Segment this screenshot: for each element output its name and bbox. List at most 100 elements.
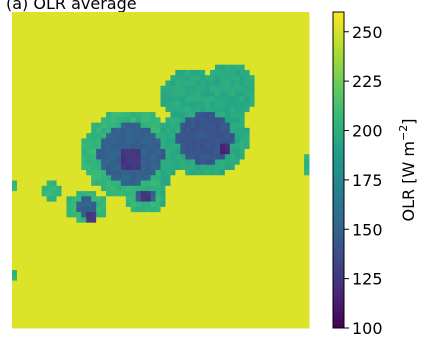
heatmap-cell: [150, 127, 157, 134]
heatmap-cell: [284, 75, 290, 81]
heatmap-cell: [155, 243, 161, 250]
heatmap-cell: [234, 249, 241, 255]
heatmap-cell: [101, 12, 107, 18]
heatmap-cell: [185, 296, 191, 303]
heatmap-cell: [91, 191, 97, 197]
heatmap-cell: [210, 206, 216, 213]
heatmap-cell: [190, 285, 196, 292]
heatmap-cell: [289, 27, 295, 34]
heatmap-cell: [229, 96, 236, 103]
heatmap-cell: [294, 285, 300, 292]
heatmap-cell: [160, 80, 166, 87]
heatmap-cell: [200, 238, 206, 245]
heatmap-cell: [170, 322, 176, 329]
heatmap-cell: [234, 291, 241, 297]
heatmap-cell: [279, 227, 285, 234]
heatmap-cell: [299, 33, 305, 39]
heatmap-cell: [46, 222, 53, 229]
heatmap-cell: [210, 249, 216, 255]
heatmap-cell: [56, 112, 62, 118]
heatmap-cell: [170, 127, 176, 134]
heatmap-cell: [111, 43, 117, 50]
heatmap-cell: [101, 159, 107, 166]
heatmap-cell: [130, 127, 137, 134]
heatmap-cell: [66, 59, 72, 66]
heatmap-cell: [160, 201, 166, 208]
heatmap-cell: [135, 69, 142, 76]
heatmap-cell: [165, 85, 171, 92]
heatmap-cell: [36, 175, 43, 182]
heatmap-cell: [185, 317, 191, 324]
heatmap-cell: [219, 212, 226, 218]
heatmap-cell: [284, 201, 290, 208]
heatmap-cell: [125, 80, 132, 87]
heatmap-cell: [249, 206, 256, 213]
heatmap-cell: [101, 43, 107, 50]
heatmap-cell: [71, 249, 77, 255]
heatmap-cell: [224, 127, 231, 134]
heatmap-cell: [219, 254, 226, 261]
heatmap-cell: [61, 191, 67, 197]
heatmap-cell: [96, 138, 102, 145]
heatmap-cell: [46, 212, 53, 218]
heatmap-cell: [229, 122, 236, 129]
heatmap-cell: [279, 64, 285, 71]
heatmap-cell: [200, 91, 206, 97]
heatmap-cell: [165, 22, 171, 29]
heatmap-cell: [274, 59, 280, 66]
heatmap-cell: [200, 301, 206, 308]
heatmap-cell: [244, 180, 251, 187]
heatmap-cell: [200, 180, 206, 187]
heatmap-cell: [210, 159, 216, 166]
heatmap-cell: [111, 80, 117, 87]
heatmap-cell: [135, 196, 142, 203]
heatmap-cell: [145, 306, 152, 313]
heatmap-cell: [180, 254, 186, 261]
heatmap-cell: [71, 322, 77, 329]
heatmap-cell: [274, 201, 280, 208]
heatmap-cell: [170, 69, 176, 76]
heatmap-cell: [86, 201, 92, 208]
heatmap-cell: [214, 48, 221, 55]
heatmap-cell: [12, 22, 18, 29]
heatmap-cell: [249, 291, 256, 297]
heatmap-cell: [81, 143, 87, 150]
heatmap-cell: [115, 143, 122, 150]
heatmap-cell: [274, 175, 280, 182]
heatmap-cell: [12, 170, 18, 176]
heatmap-cell: [96, 170, 102, 176]
heatmap-cell: [284, 180, 290, 187]
heatmap-cell: [56, 106, 62, 113]
heatmap-cell: [274, 191, 280, 197]
heatmap-cell: [200, 170, 206, 176]
heatmap-cell: [195, 80, 201, 87]
heatmap-cell: [259, 301, 265, 308]
heatmap-cell: [76, 143, 82, 150]
heatmap-cell: [16, 322, 23, 329]
heatmap-cell: [36, 191, 43, 197]
heatmap-cell: [31, 243, 38, 250]
heatmap-cell: [26, 233, 33, 239]
heatmap-cell: [210, 127, 216, 134]
heatmap-cell: [244, 148, 251, 155]
heatmap-cell: [66, 85, 72, 92]
heatmap-cell: [239, 75, 246, 81]
heatmap-cell: [115, 196, 122, 203]
heatmap-cell: [210, 270, 216, 276]
heatmap-cell: [41, 270, 48, 276]
heatmap-cell: [145, 164, 152, 171]
heatmap-cell: [289, 306, 295, 313]
heatmap-cell: [284, 69, 290, 76]
heatmap-cell: [274, 280, 280, 287]
heatmap-cell: [71, 133, 77, 139]
heatmap-cell: [26, 312, 33, 318]
heatmap-cell: [61, 296, 67, 303]
heatmap-cell: [214, 285, 221, 292]
heatmap-cell: [244, 259, 251, 266]
heatmap-cell: [200, 54, 206, 60]
heatmap-cell: [106, 270, 112, 276]
heatmap-cell: [12, 322, 18, 329]
heatmap-cell: [111, 164, 117, 171]
heatmap-cell: [229, 27, 236, 34]
heatmap-cell: [229, 112, 236, 118]
